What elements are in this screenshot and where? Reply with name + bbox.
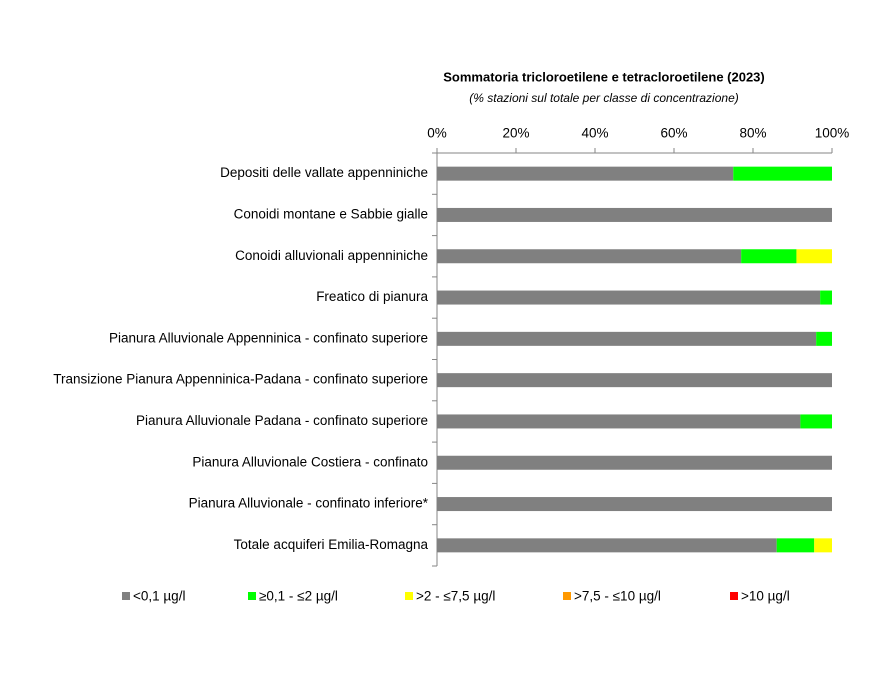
y-tick-label: Pianura Alluvionale Appenninica - confin… <box>109 330 428 345</box>
bar-segment <box>796 249 832 264</box>
bar-segment <box>776 538 815 553</box>
legend-label: ≥0,1 - ≤2 µg/l <box>259 589 338 604</box>
x-tick-label: 80% <box>739 126 766 141</box>
bar-segment <box>800 414 832 429</box>
y-tick-label: Conoidi alluvionali appenniniche <box>235 248 428 263</box>
y-tick-label: Pianura Alluvionale Padana - confinato s… <box>136 413 428 428</box>
bar-segment <box>437 207 832 222</box>
y-tick-label: Conoidi montane e Sabbie gialle <box>234 207 428 222</box>
y-tick-label: Transizione Pianura Appenninica-Padana -… <box>53 372 428 387</box>
x-tick-label: 20% <box>502 126 529 141</box>
x-tick-label: 60% <box>660 126 687 141</box>
chart-title: Sommatoria tricloroetilene e tetracloroe… <box>443 69 765 84</box>
legend-swatch <box>730 592 738 600</box>
y-tick-label: Totale acquiferi Emilia-Romagna <box>234 537 429 552</box>
bar-segment <box>816 331 832 346</box>
bar-segment <box>437 166 734 181</box>
legend-swatch <box>563 592 571 600</box>
chart-subtitle: (% stazioni sul totale per classe di con… <box>469 91 738 105</box>
bar-segment <box>437 249 742 264</box>
legend-label: >2 - ≤7,5 µg/l <box>416 589 495 604</box>
x-tick-label: 100% <box>815 126 850 141</box>
bar-segment <box>733 166 832 181</box>
bar-segment <box>437 414 801 429</box>
y-tick-label: Freatico di pianura <box>316 289 428 304</box>
x-tick-label: 40% <box>581 126 608 141</box>
y-tick-label: Pianura Alluvionale - confinato inferior… <box>189 496 429 511</box>
bar-segment <box>820 290 832 305</box>
y-tick-label: Pianura Alluvionale Costiera - confinato <box>192 454 428 469</box>
y-tick-label: Depositi delle vallate appenniniche <box>220 165 428 180</box>
bar-segment <box>437 331 817 346</box>
bar-segment <box>814 538 832 553</box>
legend-label: >10 µg/l <box>741 589 790 604</box>
legend-swatch <box>248 592 256 600</box>
bar-segment <box>437 373 832 388</box>
legend-label: <0,1 µg/l <box>133 589 185 604</box>
bar-segment <box>437 290 821 305</box>
legend-swatch <box>405 592 413 600</box>
x-tick-label: 0% <box>427 126 447 141</box>
legend-swatch <box>122 592 130 600</box>
bar-segment <box>437 538 777 553</box>
bar-segment <box>437 497 832 512</box>
bar-segment <box>437 455 832 470</box>
legend-label: >7,5 - ≤10 µg/l <box>574 589 661 604</box>
bar-segment <box>741 249 797 264</box>
